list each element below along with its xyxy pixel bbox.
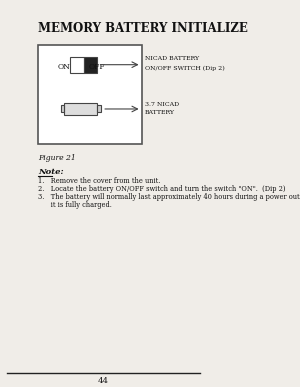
Text: MEMORY BATTERY INITIALIZE: MEMORY BATTERY INITIALIZE [38,22,248,35]
Text: it is fully charged.: it is fully charged. [38,201,112,209]
Text: ON/OFF SWITCH (Dip 2): ON/OFF SWITCH (Dip 2) [145,66,225,71]
Bar [64,103,97,115]
Text: 2.   Locate the battery ON/OFF switch and turn the switch "ON".  (Dip 2): 2. Locate the battery ON/OFF switch and … [38,185,286,193]
Text: Figure 21: Figure 21 [38,154,76,162]
Text: 1.   Remove the cover from the unit.: 1. Remove the cover from the unit. [38,177,160,185]
Text: BATTERY: BATTERY [145,110,175,115]
Text: 3.7 NICAD: 3.7 NICAD [145,102,179,107]
Text: NICAD BATTERY: NICAD BATTERY [145,56,199,61]
Bar [61,106,64,113]
Bar [70,57,83,73]
Text: OFF: OFF [88,63,105,71]
Text: Note:: Note: [38,168,64,176]
Text: ON: ON [58,63,70,71]
Bar [83,57,97,73]
Bar [38,45,142,144]
Bar [97,106,101,113]
Text: 44: 44 [98,377,109,385]
Text: 3.   The battery will normally last approximately 40 hours during a power outage: 3. The battery will normally last approx… [38,193,300,201]
